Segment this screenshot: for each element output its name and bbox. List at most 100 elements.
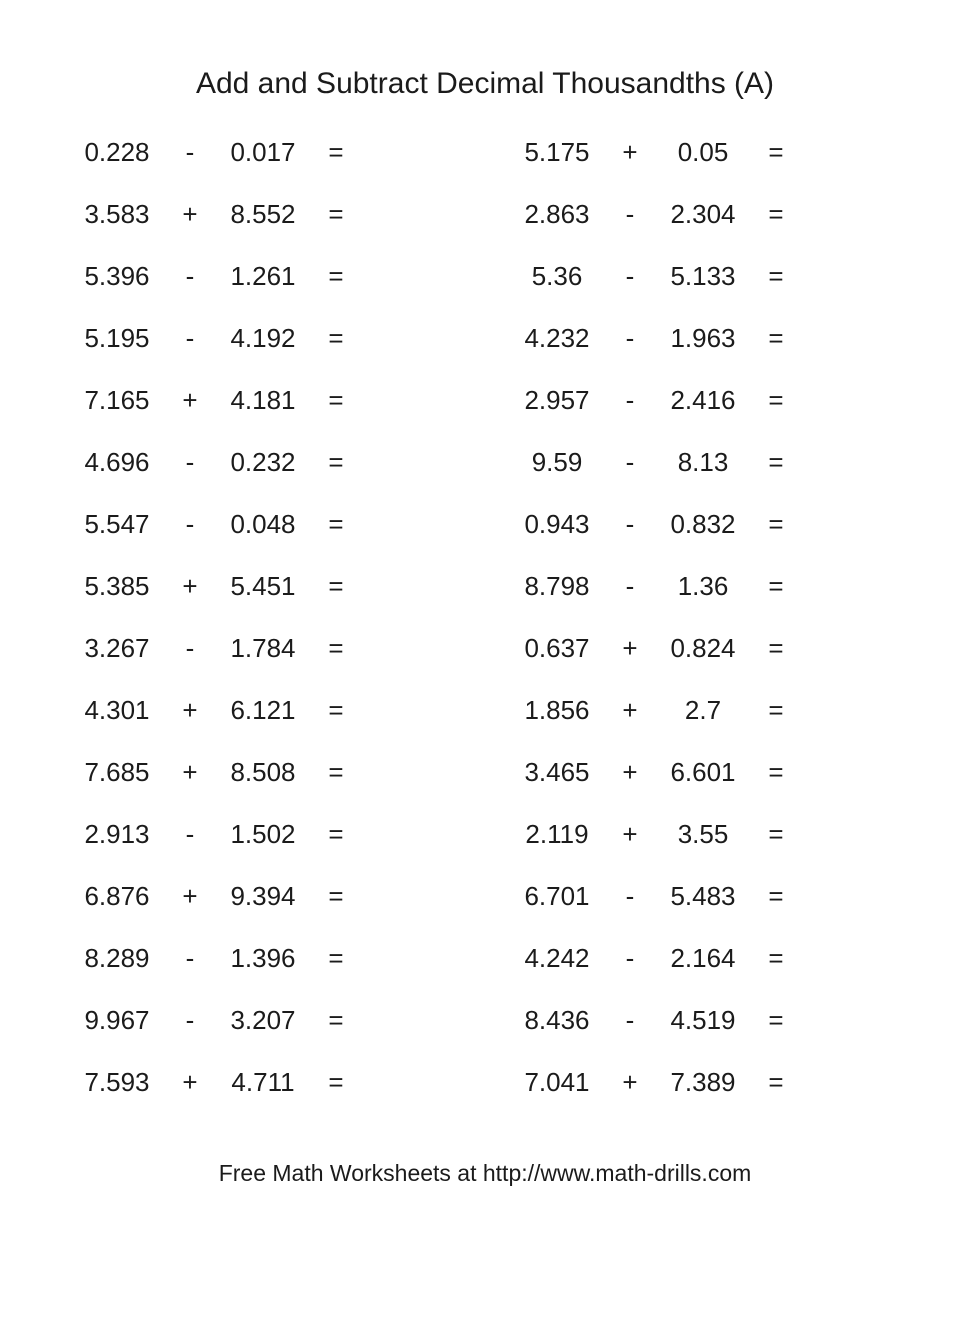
problem-row: 3.267 - 1.784 = <box>67 617 507 679</box>
answer-space <box>799 276 947 277</box>
problem-row: 5.175 + 0.05 = <box>507 121 947 183</box>
problem-row: 2.913 - 1.502 = <box>67 803 507 865</box>
second-operand: 6.121 <box>230 695 296 725</box>
equals-sign: = <box>328 447 344 477</box>
equals-sign: = <box>328 1005 344 1035</box>
equals-sign: = <box>328 819 344 849</box>
equals-sign: = <box>328 943 344 973</box>
operator: - <box>185 447 195 477</box>
problem-row: 4.232 - 1.963 = <box>507 307 947 369</box>
equals-sign: = <box>328 633 344 663</box>
problem-row: 9.59 - 8.13 = <box>507 431 947 493</box>
second-operand: 1.784 <box>230 633 296 663</box>
equals-sign: = <box>768 447 784 477</box>
operator: + <box>182 199 198 229</box>
answer-space <box>359 462 507 463</box>
first-operand: 2.957 <box>524 385 590 415</box>
answer-space <box>799 710 947 711</box>
equals-sign: = <box>768 323 784 353</box>
answer-space <box>359 1082 507 1083</box>
second-operand: 4.181 <box>230 385 296 415</box>
operator: - <box>625 1005 635 1035</box>
equals-sign: = <box>768 571 784 601</box>
problem-row: 3.583 + 8.552 = <box>67 183 507 245</box>
answer-space <box>359 1020 507 1021</box>
first-operand: 5.36 <box>531 261 583 291</box>
equals-sign: = <box>328 261 344 291</box>
answer-space <box>359 524 507 525</box>
second-operand: 0.232 <box>230 447 296 477</box>
problem-column-right: 5.175 + 0.05 = 2.863 - 2.304 = 5.36 - 5.… <box>507 121 947 1113</box>
answer-space <box>359 338 507 339</box>
operator: + <box>182 695 198 725</box>
problem-row: 4.242 - 2.164 = <box>507 927 947 989</box>
equals-sign: = <box>328 571 344 601</box>
second-operand: 1.396 <box>230 943 296 973</box>
first-operand: 2.913 <box>84 819 150 849</box>
operator: + <box>622 1067 638 1097</box>
operator: + <box>182 385 198 415</box>
first-operand: 3.465 <box>524 757 590 787</box>
equals-sign: = <box>328 199 344 229</box>
operator: + <box>622 757 638 787</box>
problem-row: 7.593 + 4.711 = <box>67 1051 507 1113</box>
operator: - <box>185 137 195 167</box>
first-operand: 5.195 <box>84 323 150 353</box>
problem-row: 5.195 - 4.192 = <box>67 307 507 369</box>
answer-space <box>799 214 947 215</box>
equals-sign: = <box>328 323 344 353</box>
second-operand: 9.394 <box>230 881 296 911</box>
answer-space <box>359 958 507 959</box>
first-operand: 5.385 <box>84 571 150 601</box>
operator: - <box>185 261 195 291</box>
first-operand: 4.232 <box>524 323 590 353</box>
first-operand: 8.289 <box>84 943 150 973</box>
equals-sign: = <box>328 757 344 787</box>
second-operand: 3.207 <box>230 1005 296 1035</box>
footer-credit: Free Math Worksheets at http://www.math-… <box>218 1160 752 1186</box>
operator: - <box>185 509 195 539</box>
answer-space <box>359 400 507 401</box>
second-operand: 4.192 <box>230 323 296 353</box>
operator: + <box>622 695 638 725</box>
problem-row: 4.696 - 0.232 = <box>67 431 507 493</box>
operator: - <box>625 509 635 539</box>
answer-space <box>799 586 947 587</box>
equals-sign: = <box>768 1005 784 1035</box>
answer-space <box>799 648 947 649</box>
first-operand: 7.041 <box>524 1067 590 1097</box>
first-operand: 9.967 <box>84 1005 150 1035</box>
equals-sign: = <box>768 199 784 229</box>
operator: + <box>622 633 638 663</box>
operator: + <box>182 571 198 601</box>
problem-row: 1.856 + 2.7 = <box>507 679 947 741</box>
operator: - <box>625 385 635 415</box>
second-operand: 8.13 <box>677 447 729 477</box>
equals-sign: = <box>768 819 784 849</box>
answer-space <box>799 462 947 463</box>
second-operand: 1.963 <box>670 323 736 353</box>
second-operand: 0.824 <box>670 633 736 663</box>
second-operand: 0.048 <box>230 509 296 539</box>
first-operand: 4.696 <box>84 447 150 477</box>
problem-row: 2.957 - 2.416 = <box>507 369 947 431</box>
problem-row: 5.547 - 0.048 = <box>67 493 507 555</box>
first-operand: 3.583 <box>84 199 150 229</box>
second-operand: 1.36 <box>677 571 729 601</box>
problem-row: 4.301 + 6.121 = <box>67 679 507 741</box>
problem-row: 6.701 - 5.483 = <box>507 865 947 927</box>
problem-row: 9.967 - 3.207 = <box>67 989 507 1051</box>
problem-row: 7.685 + 8.508 = <box>67 741 507 803</box>
answer-space <box>799 834 947 835</box>
first-operand: 8.798 <box>524 571 590 601</box>
second-operand: 3.55 <box>677 819 729 849</box>
page-title: Add and Subtract Decimal Thousandths (A) <box>195 67 775 100</box>
first-operand: 5.396 <box>84 261 150 291</box>
operator: - <box>185 633 195 663</box>
first-operand: 6.701 <box>524 881 590 911</box>
operator: - <box>185 1005 195 1035</box>
equals-sign: = <box>768 1067 784 1097</box>
second-operand: 5.451 <box>230 571 296 601</box>
operator: + <box>622 819 638 849</box>
answer-space <box>359 772 507 773</box>
